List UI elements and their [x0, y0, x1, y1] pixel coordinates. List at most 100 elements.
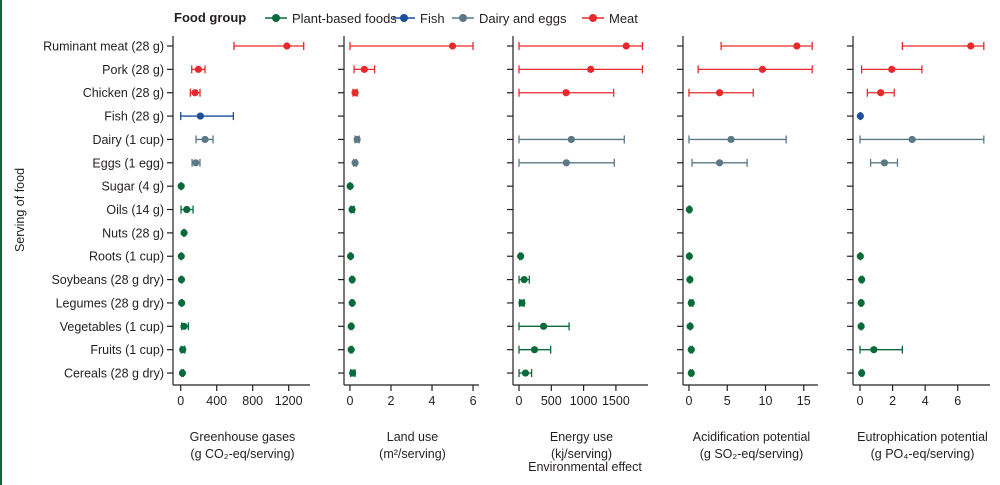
panel-xlabel: Greenhouse gases: [190, 430, 296, 444]
data-point: [518, 88, 615, 97]
median-marker: [880, 159, 889, 167]
median-marker: [180, 229, 188, 237]
median-marker: [347, 346, 355, 354]
row-label: Cereals (28 g dry): [64, 367, 164, 381]
legend-entry: Fish: [393, 11, 445, 26]
x-tick-label: 4: [922, 394, 929, 408]
data-point: [688, 135, 787, 144]
x-tick-label: 400: [206, 394, 227, 408]
data-point: [178, 369, 187, 378]
data-point: [233, 42, 305, 50]
panel-3: 0 500 1000 1500 Energy use (kj/serving): [507, 36, 648, 461]
x-tick-label: 0: [177, 394, 184, 408]
row-label: Roots (1 cup): [89, 250, 164, 264]
row-label: Soybeans (28 g dry): [51, 273, 164, 287]
data-point: [720, 42, 813, 50]
median-marker: [562, 89, 570, 97]
data-point: [347, 345, 355, 354]
median-marker: [539, 322, 548, 330]
panel-xunit: (g CO₂-eq/serving): [190, 447, 294, 461]
panel-5: 0 2 4 6 Eutrophication potential (g PO₄-eq/se…: [847, 36, 990, 461]
median-marker: [622, 42, 630, 50]
row-label: Nuts (28 g): [102, 226, 164, 240]
median-marker: [715, 159, 724, 167]
x-tick-label: 0: [516, 394, 523, 408]
row-label: Legumes (28 g dry): [56, 296, 164, 310]
legend-label: Dairy and eggs: [479, 11, 567, 26]
panel-xlabel: Eutrophication potential: [857, 430, 988, 444]
data-point: [691, 158, 748, 167]
data-point: [518, 322, 570, 331]
legend-entry: Meat: [582, 11, 638, 26]
median-marker: [201, 135, 209, 144]
panel-xunit: (m²/serving): [379, 447, 446, 461]
data-point: [351, 88, 359, 97]
median-marker: [685, 205, 693, 214]
median-marker: [178, 299, 186, 307]
x-tick-label: 4: [429, 394, 436, 408]
median-marker: [196, 112, 204, 120]
data-point: [177, 252, 185, 261]
median-marker: [687, 346, 695, 354]
x-tick-label: 500: [541, 394, 562, 408]
x-tick-label: 2: [388, 394, 395, 408]
x-tick-label: 1000: [570, 394, 598, 408]
data-point: [347, 322, 355, 331]
median-marker: [351, 159, 359, 167]
median-marker: [877, 89, 885, 97]
legend: Food group Plant-based foods Fish Dairy and…: [174, 10, 638, 26]
page-edge-bar: [0, 0, 2, 485]
row-label: Fish (28 g): [104, 110, 164, 124]
x-tick-label: 0: [857, 394, 864, 408]
data-point: [859, 135, 985, 144]
data-point: [518, 65, 644, 74]
median-marker: [870, 346, 878, 354]
panel-4: 0 5 10 15 Acidification potential (g SO₂-eq/s…: [677, 36, 818, 461]
data-point: [177, 182, 185, 191]
panel-xunit: (kj/serving): [551, 447, 612, 461]
data-point: [191, 65, 206, 74]
data-point: [518, 298, 526, 307]
x-tick-label: 1500: [602, 394, 630, 408]
panel-xlabel: Energy use: [550, 430, 613, 444]
data-point: [349, 369, 357, 378]
data-point: [687, 369, 695, 378]
median-marker: [348, 205, 356, 214]
median-marker: [518, 299, 526, 307]
data-point: [353, 65, 376, 74]
data-point: [518, 158, 615, 167]
median-marker: [562, 159, 570, 167]
panel-xunit: (g PO₄-eq/serving): [871, 447, 975, 461]
legend-label: Meat: [609, 11, 638, 26]
data-point: [180, 112, 235, 121]
median-marker: [967, 42, 975, 50]
legend-marker: [400, 14, 408, 22]
data-point: [687, 298, 695, 307]
x-tick-label: 0: [346, 394, 353, 408]
data-point: [687, 345, 695, 354]
median-marker: [349, 369, 357, 377]
row-label: Oils (14 g): [106, 203, 164, 217]
row-label: Pork (28 g): [102, 63, 164, 77]
data-point: [348, 205, 356, 214]
median-marker: [351, 89, 359, 97]
median-marker: [685, 252, 693, 260]
data-point: [348, 298, 356, 307]
median-marker: [347, 322, 355, 330]
data-point: [349, 42, 474, 50]
x-tick-label: 5: [724, 394, 731, 408]
data-point: [179, 345, 187, 354]
row-labels: Ruminant meat (28 g) Pork (28 g) Chicken (…: [43, 40, 164, 381]
panel-xlabel: Land use: [387, 430, 438, 444]
legend-label: Plant-based foods: [292, 11, 397, 26]
x-tick-label: 10: [759, 394, 773, 408]
row-label: Fruits (1 cup): [90, 343, 164, 357]
legend-marker: [272, 14, 280, 22]
median-marker: [521, 369, 530, 377]
row-label: Eggs (1 egg): [92, 156, 164, 170]
legend-label: Fish: [420, 11, 445, 26]
panel-2: 0 2 4 6 Land use (m²/serving): [338, 36, 479, 461]
median-marker: [346, 252, 355, 260]
median-marker: [192, 159, 200, 167]
